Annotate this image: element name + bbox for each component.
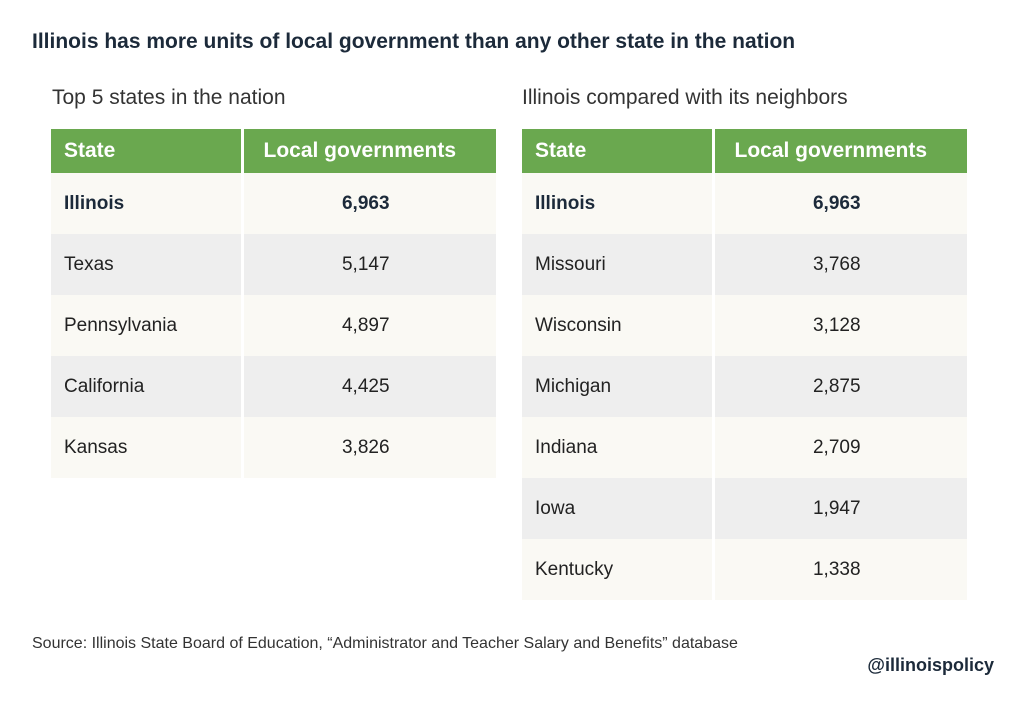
state-name-cell: Illinois <box>51 173 244 234</box>
table-body: Illinois 6,963 Missouri 3,768 Wisconsin 3,128… <box>522 173 967 600</box>
table-row: Michigan 2,875 <box>522 356 967 417</box>
table-row: Iowa 1,947 <box>522 478 967 539</box>
local-governments-cell: 1,947 <box>713 478 967 539</box>
state-name-cell: Kansas <box>51 417 244 478</box>
table-top-states: State Local governments Illinois 6,963 Tex… <box>51 129 496 478</box>
table-header-row: State Local governments <box>522 129 967 173</box>
source-note: Source: Illinois State Board of Educatio… <box>32 635 738 652</box>
local-governments-cell: 6,963 <box>242 173 496 234</box>
column-header-state: State <box>51 129 244 173</box>
local-governments-cell: 3,768 <box>713 234 967 295</box>
table-row: Indiana 2,709 <box>522 417 967 478</box>
state-name-cell: Illinois <box>522 173 715 234</box>
table-row: Texas 5,147 <box>51 234 496 295</box>
column-header-local-governments: Local governments <box>713 129 967 173</box>
local-governments-cell: 5,147 <box>242 234 496 295</box>
local-governments-cell: 3,826 <box>242 417 496 478</box>
column-header-local-governments: Local governments <box>242 129 496 173</box>
table-neighbors: State Local governments Illinois 6,963 Mis… <box>522 129 967 600</box>
state-name-cell: Texas <box>51 234 244 295</box>
column-header-state: State <box>522 129 715 173</box>
brand-handle: @illinoispolicy <box>867 655 994 675</box>
state-name-cell: Pennsylvania <box>51 295 244 356</box>
subtitle-neighbors: Illinois compared with its neighbors <box>522 86 848 109</box>
state-name-cell: Missouri <box>522 234 715 295</box>
table-row: Illinois 6,963 <box>51 173 496 234</box>
state-name-cell: Wisconsin <box>522 295 715 356</box>
state-name-cell: Michigan <box>522 356 715 417</box>
table-row: Wisconsin 3,128 <box>522 295 967 356</box>
table-row: Kentucky 1,338 <box>522 539 967 600</box>
table-row: Illinois 6,963 <box>522 173 967 234</box>
local-governments-cell: 1,338 <box>713 539 967 600</box>
table-header-row: State Local governments <box>51 129 496 173</box>
table-body: Illinois 6,963 Texas 5,147 Pennsylvania 4,897… <box>51 173 496 478</box>
local-governments-cell: 2,709 <box>713 417 967 478</box>
state-name-cell: Kentucky <box>522 539 715 600</box>
local-governments-cell: 3,128 <box>713 295 967 356</box>
local-governments-cell: 2,875 <box>713 356 967 417</box>
table-row: Pennsylvania 4,897 <box>51 295 496 356</box>
local-governments-cell: 4,897 <box>242 295 496 356</box>
state-name-cell: Iowa <box>522 478 715 539</box>
chart-title: Illinois has more units of local governm… <box>32 30 796 53</box>
table-row: Kansas 3,826 <box>51 417 496 478</box>
local-governments-cell: 4,425 <box>242 356 496 417</box>
local-governments-cell: 6,963 <box>713 173 967 234</box>
subtitle-top-states: Top 5 states in the nation <box>52 86 286 109</box>
table-row: Missouri 3,768 <box>522 234 967 295</box>
table-row: California 4,425 <box>51 356 496 417</box>
state-name-cell: California <box>51 356 244 417</box>
state-name-cell: Indiana <box>522 417 715 478</box>
